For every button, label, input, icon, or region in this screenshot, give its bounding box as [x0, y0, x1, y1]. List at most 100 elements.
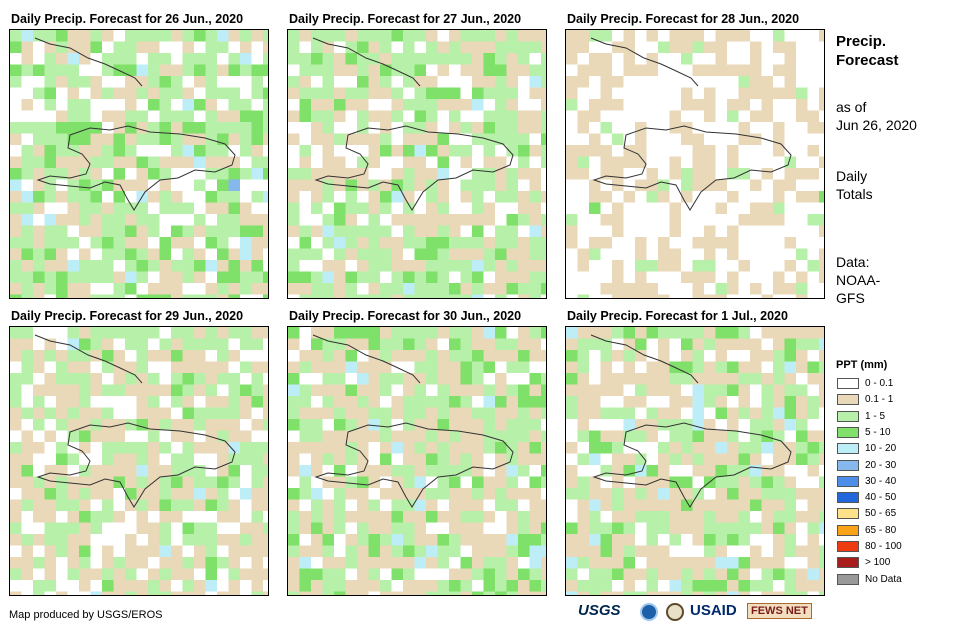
- precip-cell: [322, 225, 335, 238]
- precip-cell: [589, 260, 601, 272]
- precip-cell: [182, 384, 195, 397]
- precip-cell: [426, 511, 438, 523]
- precip-cell: [681, 580, 693, 592]
- precip-cell: [669, 407, 682, 420]
- precip-cell: [299, 327, 312, 339]
- precip-cell: [449, 338, 461, 351]
- precip-cell: [437, 214, 450, 226]
- precip-cell: [311, 419, 323, 431]
- precip-cell: [182, 545, 195, 558]
- precip-cell: [102, 499, 114, 512]
- precip-cell: [623, 568, 636, 581]
- precip-cell: [102, 122, 114, 134]
- precip-cell: [228, 557, 241, 569]
- precip-cell: [21, 442, 34, 454]
- precip-cell: [380, 260, 392, 272]
- precip-cell: [33, 99, 45, 111]
- precip-cell: [460, 522, 473, 535]
- precip-cell: [483, 237, 496, 249]
- precip-cell: [692, 511, 705, 523]
- precip-cell: [658, 99, 670, 111]
- precip-cell: [658, 327, 670, 339]
- precip-cell: [589, 557, 601, 569]
- precip-cell: [67, 419, 80, 431]
- precip-cell: [692, 30, 705, 42]
- precip-cell: [10, 202, 22, 215]
- precip-cell: [646, 41, 659, 54]
- precip-cell: [589, 87, 601, 100]
- precip-cell: [136, 30, 149, 42]
- precip-cell: [240, 476, 252, 489]
- precip-cell: [669, 237, 682, 249]
- precip-cell: [10, 327, 22, 339]
- precip-cell: [56, 488, 68, 500]
- precip-cell: [600, 271, 613, 284]
- precip-cell: [322, 214, 335, 226]
- precip-cell: [21, 522, 34, 535]
- precip-cell: [159, 202, 172, 215]
- precip-cell: [589, 442, 601, 454]
- precip-cell: [669, 396, 682, 408]
- precip-cell: [518, 64, 530, 77]
- precip-cell: [205, 110, 218, 123]
- precip-cell: [681, 511, 693, 523]
- precip-cell: [796, 30, 808, 42]
- precip-cell: [136, 350, 149, 362]
- precip-cell: [159, 156, 172, 169]
- precip-cell: [658, 580, 670, 592]
- precip-cell: [113, 283, 126, 295]
- precip-cell: [807, 545, 820, 558]
- precip-cell: [715, 30, 728, 42]
- precip-cell: [182, 361, 195, 374]
- legend-item: 65 - 80: [837, 524, 896, 537]
- precip-cell: [311, 327, 323, 339]
- precip-cell: [194, 557, 206, 569]
- legend-swatch: [837, 557, 859, 569]
- precip-cell: [566, 87, 578, 100]
- precip-cell: [796, 179, 808, 192]
- precip-cell: [345, 260, 358, 272]
- precip-cell: [761, 168, 774, 180]
- precip-cell: [299, 168, 312, 180]
- precip-cell: [750, 214, 762, 226]
- precip-cell: [148, 465, 160, 477]
- precip-cell: [113, 53, 126, 65]
- precip-cell: [807, 465, 820, 477]
- precip-cell: [136, 237, 149, 249]
- precip-cell: [635, 373, 647, 385]
- precip-cell: [796, 122, 808, 134]
- precip-cell: [322, 53, 335, 65]
- precip-cell: [288, 214, 300, 226]
- precip-cell: [21, 327, 34, 339]
- precip-cell: [807, 64, 820, 77]
- precip-cell: [773, 396, 785, 408]
- precip-cell: [635, 260, 647, 272]
- precip-cell: [612, 225, 624, 238]
- precip-cell: [658, 145, 670, 157]
- precip-cell: [125, 465, 137, 477]
- precip-cell: [299, 361, 312, 374]
- precip-cell: [322, 511, 335, 523]
- precip-cell: [704, 545, 716, 558]
- precip-cell: [67, 522, 80, 535]
- precip-cell: [217, 156, 229, 169]
- precip-cell: [380, 338, 392, 351]
- precip-cell: [334, 591, 346, 595]
- precip-cell: [391, 568, 404, 581]
- precip-cell: [727, 99, 739, 111]
- precip-cell: [623, 87, 636, 100]
- precip-cell: [345, 373, 358, 385]
- precip-cell: [589, 168, 601, 180]
- precip-cell: [635, 442, 647, 454]
- precip-cell: [391, 41, 404, 54]
- precip-cell: [288, 534, 300, 546]
- precip-cell: [322, 156, 335, 169]
- precip-cell: [495, 350, 507, 362]
- precip-cell: [33, 338, 45, 351]
- precip-cell: [240, 453, 252, 466]
- precip-cell: [251, 499, 264, 512]
- precip-cell: [44, 271, 57, 284]
- precip-cell: [600, 488, 613, 500]
- precip-cell: [449, 476, 461, 489]
- precip-cell: [299, 87, 312, 100]
